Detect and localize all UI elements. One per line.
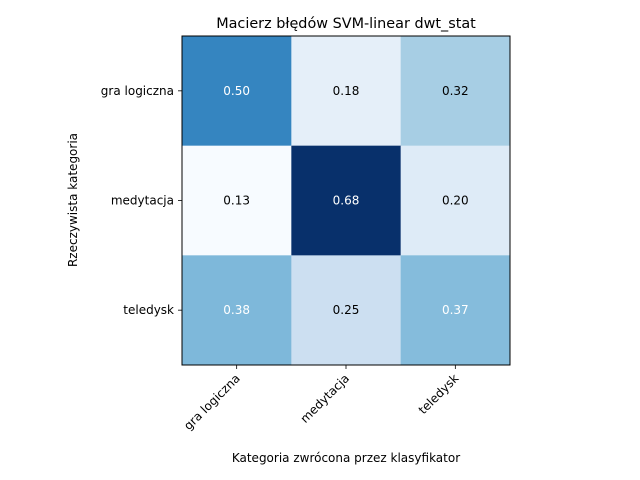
heatmap-cell-r1-c0 xyxy=(182,145,292,256)
heatmap-cell-r1-c1 xyxy=(291,145,402,256)
cell-value-label: 0.38 xyxy=(223,303,250,317)
x-axis-label: Kategoria zwrócona przez klasyfikator xyxy=(232,451,460,465)
heatmap-cell-r0-c0 xyxy=(182,36,292,147)
x-tick-label: medytacja xyxy=(298,371,353,426)
cell-value-label: 0.32 xyxy=(442,84,469,98)
heatmap-cell-r2-c1 xyxy=(291,255,402,366)
cell-value-label: 0.37 xyxy=(442,303,469,317)
cell-value-label: 0.18 xyxy=(333,84,360,98)
cell-value-label: 0.68 xyxy=(333,194,360,208)
x-tick-label: teledysk xyxy=(416,371,462,417)
heatmap-cell-r1-c2 xyxy=(400,145,511,256)
y-tick-label: medytacja xyxy=(111,194,174,208)
cell-value-label: 0.20 xyxy=(442,194,469,208)
cell-value-label: 0.13 xyxy=(223,194,250,208)
x-tick-label: gra logiczna xyxy=(181,371,243,433)
heatmap-cell-r0-c1 xyxy=(291,36,402,147)
heatmap-cell-r2-c0 xyxy=(182,255,292,366)
heatmap-cells: 0.50 0.18 0.32 0.13 0.68 0.20 0.38 0.25 0.37 xyxy=(182,36,511,366)
y-tick-label: teledysk xyxy=(123,303,174,317)
cell-value-label: 0.25 xyxy=(333,303,360,317)
heatmap-cell-r0-c2 xyxy=(400,36,511,147)
y-tick-label: gra logiczna xyxy=(101,84,174,98)
heatmap-cell-r2-c2 xyxy=(400,255,511,366)
y-axis-label: Rzeczywista kategoria xyxy=(66,133,80,267)
chart-title: Macierz błędów SVM-linear dwt_stat xyxy=(216,16,476,32)
cell-value-label: 0.50 xyxy=(223,84,250,98)
